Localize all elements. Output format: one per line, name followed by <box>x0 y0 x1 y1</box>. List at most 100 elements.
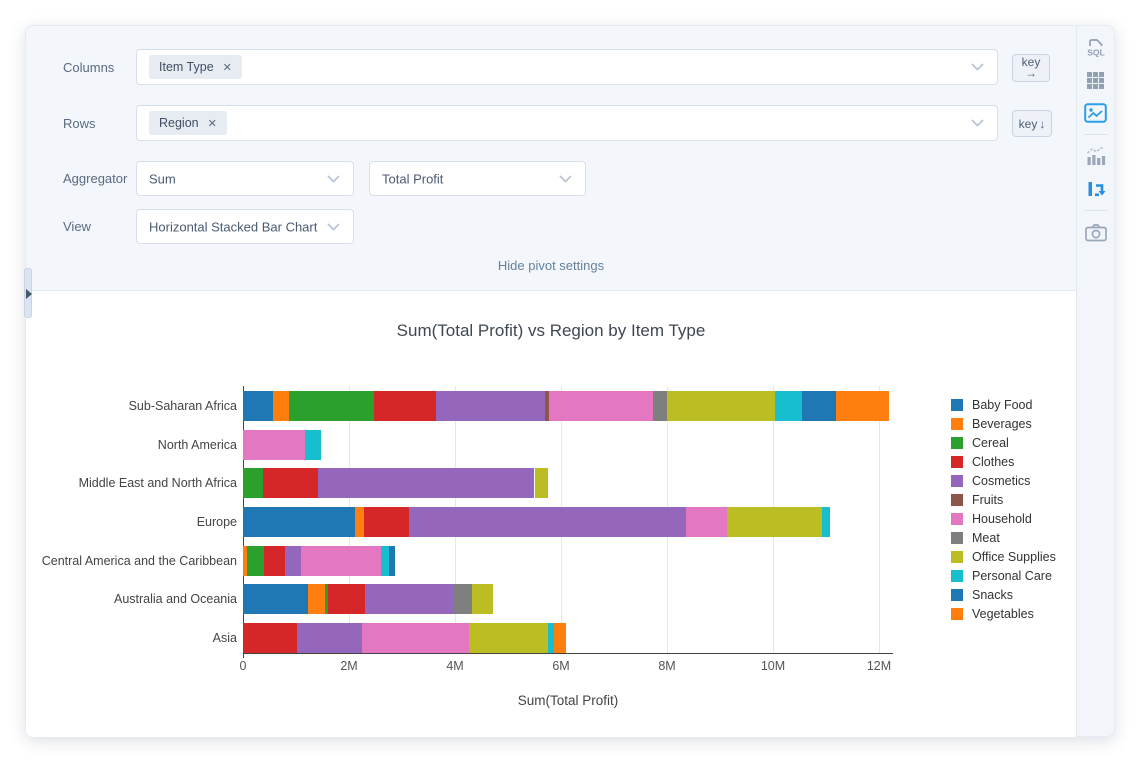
aggregator-field-value: Total Profit <box>382 171 444 186</box>
chevron-down-icon <box>327 174 340 183</box>
camera-icon[interactable] <box>1083 220 1109 244</box>
legend-item[interactable]: Personal Care <box>951 566 1052 585</box>
right-toolbar: SQL <box>1076 26 1114 736</box>
rows-tag-region[interactable]: Region ✕ <box>149 111 227 135</box>
legend-label: Vegetables <box>972 606 1034 621</box>
bar-segment-office-supplies[interactable] <box>468 623 548 654</box>
bar-segment-fruits[interactable] <box>544 391 549 421</box>
bar-segment-personal-care[interactable] <box>547 623 554 654</box>
chart-title: Sum(Total Profit) vs Region by Item Type <box>396 321 706 340</box>
bar-segment-office-supplies[interactable] <box>472 584 493 615</box>
bar-segment-beverages[interactable] <box>243 545 248 576</box>
y-category-label: Europe <box>196 515 237 529</box>
columns-tag-item-type[interactable]: Item Type ✕ <box>149 55 242 79</box>
legend-item[interactable]: Meat <box>951 528 1000 547</box>
bar-segment-household[interactable] <box>361 623 469 654</box>
remove-tag-icon[interactable]: ✕ <box>222 61 232 74</box>
y-category-label: Asia <box>212 631 237 646</box>
legend-swatch <box>951 607 963 620</box>
trend-chart-icon[interactable] <box>1083 144 1109 168</box>
bar-segment-household[interactable] <box>300 545 381 576</box>
bar-segment-vegetables[interactable] <box>835 391 890 421</box>
bar-segment-cosmetics[interactable] <box>364 584 454 615</box>
bar-segment-household[interactable] <box>685 507 728 537</box>
bar-segment-personal-care[interactable] <box>822 507 831 537</box>
bar-segment-meat[interactable] <box>453 584 473 615</box>
legend-item[interactable]: Snacks <box>951 585 1013 604</box>
legend-label: Fruits <box>972 492 1004 507</box>
chart-image-icon[interactable] <box>1083 101 1109 125</box>
bar-segment-clothes[interactable] <box>263 545 285 576</box>
bar-segment-cosmetics[interactable] <box>409 507 686 537</box>
bar-segment-cosmetics[interactable] <box>317 468 535 499</box>
bar-segment-office-supplies[interactable] <box>727 507 823 537</box>
legend-item[interactable]: Clothes <box>951 452 1014 471</box>
bar-segment-office-supplies[interactable] <box>534 468 548 499</box>
main-content: Columns Item Type ✕ key → Rows Region ✕ <box>26 26 1076 737</box>
bar-segment-personal-care[interactable] <box>380 545 389 576</box>
bar-segment-clothes[interactable] <box>373 391 436 421</box>
x-tick-label: 8M <box>658 659 676 673</box>
legend-item[interactable]: Office Supplies <box>951 547 1056 566</box>
bar-segment-household[interactable] <box>548 391 653 421</box>
bar-segment-clothes[interactable] <box>262 468 318 499</box>
bar-segment-beverages[interactable] <box>273 391 290 421</box>
bar-segment-baby-food[interactable] <box>243 584 308 615</box>
aggregator-field-select[interactable]: Total Profit <box>369 161 586 196</box>
aggregator-select[interactable]: Sum <box>136 161 354 196</box>
bar-segment-cosmetics[interactable] <box>435 391 545 421</box>
legend-item[interactable]: Household <box>951 509 1032 528</box>
bar-segment-clothes[interactable] <box>327 584 365 615</box>
bar-segment-snacks[interactable] <box>802 391 836 421</box>
sql-icon[interactable]: SQL <box>1083 35 1109 59</box>
legend-item[interactable]: Baby Food <box>951 395 1032 414</box>
bar-segment-cereal[interactable] <box>243 468 263 499</box>
legend-item[interactable]: Vegetables <box>951 604 1034 623</box>
bar-segment-meat[interactable] <box>652 391 667 421</box>
bar-segment-clothes[interactable] <box>363 507 410 537</box>
rows-key-button[interactable]: key ↓ <box>1012 110 1052 137</box>
x-tick-label: 6M <box>552 659 570 673</box>
view-select[interactable]: Horizontal Stacked Bar Chart <box>136 209 354 244</box>
bar-segment-cosmetics[interactable] <box>284 545 301 576</box>
table-icon[interactable] <box>1083 68 1109 92</box>
legend-item[interactable]: Fruits <box>951 490 1003 509</box>
legend-swatch <box>951 436 963 449</box>
bar-segment-clothes[interactable] <box>243 623 298 654</box>
x-tick-label: 12M <box>866 659 892 673</box>
chevron-down-icon <box>559 174 572 183</box>
x-tick-label: 0 <box>239 659 247 673</box>
bar-segment-cereal[interactable] <box>289 391 374 421</box>
remove-tag-icon[interactable]: ✕ <box>207 117 217 130</box>
bar-segment-baby-food[interactable] <box>243 391 274 421</box>
pivot-icon[interactable] <box>1083 177 1109 201</box>
legend-label: Personal Care <box>972 568 1052 583</box>
bar-segment-cereal[interactable] <box>247 545 264 576</box>
rows-select[interactable]: Region ✕ <box>136 105 998 141</box>
legend-label: Office Supplies <box>972 549 1056 564</box>
legend-label: Household <box>972 511 1032 526</box>
x-tick-label: 10M <box>760 659 786 673</box>
y-category-label: Australia and Oceania <box>114 592 237 607</box>
bar-segment-vegetables[interactable] <box>553 623 567 654</box>
bar-segment-beverages[interactable] <box>354 507 364 537</box>
x-tick-label: 4M <box>446 659 464 673</box>
bar-segment-cereal[interactable] <box>324 584 328 615</box>
chevron-down-icon <box>971 119 984 127</box>
legend-item[interactable]: Cereal <box>951 433 1009 452</box>
hide-pivot-settings-link[interactable]: Hide pivot settings <box>497 258 605 273</box>
columns-key-button[interactable]: key → <box>1012 54 1050 82</box>
legend-item[interactable]: Cosmetics <box>951 471 1030 490</box>
bar-segment-household[interactable] <box>243 429 305 460</box>
bar-segment-office-supplies[interactable] <box>667 391 776 421</box>
bar-segment-baby-food[interactable] <box>243 507 355 537</box>
tag-label: Region <box>159 116 199 130</box>
collapse-panel-handle[interactable] <box>24 268 32 318</box>
bar-segment-snacks[interactable] <box>388 545 395 576</box>
bar-segment-beverages[interactable] <box>307 584 325 615</box>
columns-select[interactable]: Item Type ✕ <box>136 49 998 85</box>
legend-item[interactable]: Beverages <box>951 414 1032 433</box>
bar-segment-personal-care[interactable] <box>775 391 803 421</box>
bar-segment-personal-care[interactable] <box>305 429 322 460</box>
bar-segment-cosmetics[interactable] <box>297 623 362 654</box>
